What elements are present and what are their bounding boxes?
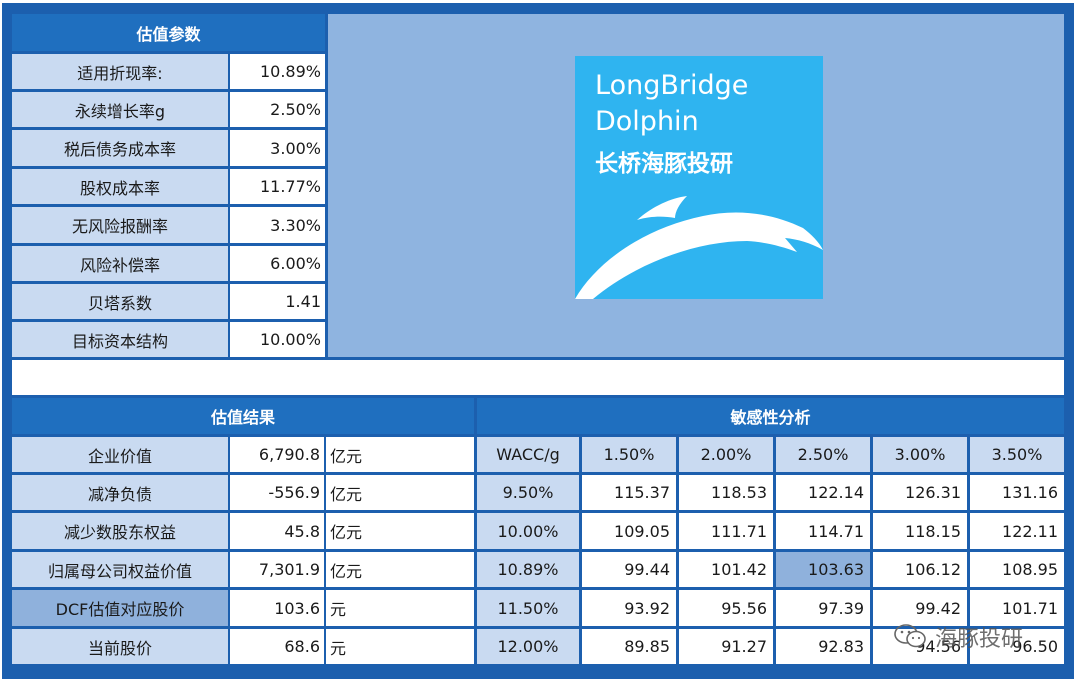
param-value: 1.41 [230,284,325,319]
param-value: 11.77% [230,169,325,204]
result-value: 45.8 [230,513,324,549]
param-value: 3.30% [230,207,325,243]
sens-value: 101.42 [679,552,773,587]
sens-wacc: 12.00% [477,629,579,664]
sens-g-header: 1.50% [582,437,676,472]
longbridge-dolphin-logo: LongBridge Dolphin 长桥海豚投研 [575,56,823,299]
sens-value: 106.12 [873,552,967,587]
sens-value: 111.71 [679,513,773,549]
sens-value: 91.27 [679,629,773,664]
sens-value-highlighted: 103.63 [776,552,870,587]
sens-g-header: 2.00% [679,437,773,472]
param-label: 贝塔系数 [12,284,228,319]
sens-wacc: 11.50% [477,590,579,626]
result-label-dcf-price: DCF估值对应股价 [12,590,228,626]
result-label: 企业价值 [12,437,228,472]
sensitivity-header: 敏感性分析 [477,398,1064,434]
sens-value: 118.15 [873,513,967,549]
sens-corner: WACC/g [477,437,579,472]
sens-value: 89.85 [582,629,676,664]
sens-wacc: 10.00% [477,513,579,549]
sens-value: 115.37 [582,475,676,510]
sens-value: 114.71 [776,513,870,549]
sens-g-header: 2.50% [776,437,870,472]
result-value: 68.6 [230,629,324,664]
sens-value: 93.92 [582,590,676,626]
watermark-text: 海豚投研 [935,627,1024,652]
param-label: 目标资本结构 [12,322,228,357]
sens-value: 95.56 [679,590,773,626]
sens-value: 122.14 [776,475,870,510]
sens-value: 92.83 [776,629,870,664]
param-label: 税后债务成本率 [12,130,228,166]
param-label: 无风险报酬率 [12,207,228,243]
logo-line-3: 长桥海豚投研 [595,151,733,177]
result-unit: 亿元 [326,552,474,587]
sens-wacc: 10.89% [477,552,579,587]
param-value: 10.89% [230,54,325,89]
result-label: 归属母公司权益价值 [12,552,228,587]
result-unit: 元 [326,629,474,664]
sens-value: 108.95 [970,552,1064,587]
param-value: 6.00% [230,246,325,281]
result-value: -556.9 [230,475,324,510]
sens-g-header: 3.00% [873,437,967,472]
result-unit: 亿元 [326,437,474,472]
dolphin-icon [575,196,823,299]
wechat-icon [894,624,926,648]
result-label: 减少数股东权益 [12,513,228,549]
param-label: 股权成本率 [12,169,228,204]
result-value: 7,301.9 [230,552,324,587]
results-header: 估值结果 [12,398,474,434]
param-label: 风险补偿率 [12,246,228,281]
result-value: 103.6 [230,590,324,626]
sens-value: 131.16 [970,475,1064,510]
sens-g-header: 3.50% [970,437,1064,472]
sens-value: 118.53 [679,475,773,510]
result-label: 减净负债 [12,475,228,510]
result-unit: 亿元 [326,513,474,549]
result-label: 当前股价 [12,629,228,664]
result-unit: 元 [326,590,474,626]
sens-value: 96.50 [970,629,1064,664]
logo-line-1: LongBridge [595,70,749,101]
separator-band [12,360,1064,395]
result-unit: 亿元 [326,475,474,510]
sens-value: 109.05 [582,513,676,549]
sens-value: 101.71 [970,590,1064,626]
sens-value: 99.42 [873,590,967,626]
logo-line-2: Dolphin [595,106,699,137]
sens-value: 97.39 [776,590,870,626]
param-label: 适用折现率: [12,54,228,89]
param-label: 永续增长率g [12,92,228,127]
param-value: 10.00% [230,322,325,357]
result-value: 6,790.8 [230,437,324,472]
sens-wacc: 9.50% [477,475,579,510]
sens-value: 99.44 [582,552,676,587]
params-header: 估值参数 [12,14,325,51]
sens-value: 122.11 [970,513,1064,549]
param-value: 3.00% [230,130,325,166]
watermark: 海豚投研 [893,618,1053,654]
param-value: 2.50% [230,92,325,127]
sens-value: 126.31 [873,475,967,510]
